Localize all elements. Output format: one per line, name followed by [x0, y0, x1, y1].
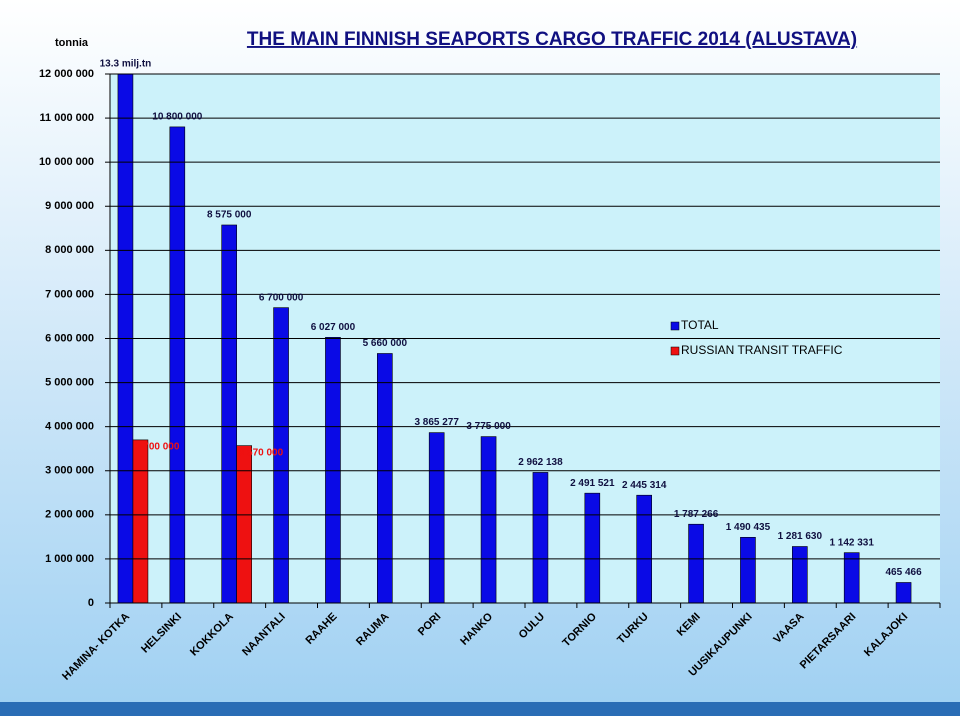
bar [740, 536, 756, 603]
legend-label: RUSSIAN TRANSIT TRAFFIC [681, 343, 843, 357]
y-tick-label: 1 000 000 [45, 553, 94, 565]
bar [792, 546, 808, 603]
data-label: 3 700 000 [135, 442, 180, 453]
y-tick-label: 0 [88, 597, 94, 609]
data-label: 6 027 000 [311, 322, 356, 333]
bar [132, 439, 149, 603]
y-tick-label: 3 000 000 [45, 465, 94, 477]
bar [532, 472, 549, 603]
data-label: 8 575 000 [207, 210, 252, 221]
legend-swatch [670, 321, 680, 331]
data-label: 3 865 277 [414, 417, 459, 428]
bar [843, 552, 860, 603]
bar [377, 353, 393, 603]
chart-title: THE MAIN FINNISH SEAPORTS CARGO TRAFFIC … [247, 29, 857, 50]
y-tick-label: 10 000 000 [39, 156, 94, 168]
legend-label: TOTAL [681, 318, 719, 332]
y-tick-label: 11 000 000 [40, 112, 94, 124]
data-label: 1 281 630 [778, 531, 823, 542]
bar [169, 126, 186, 603]
y-tick-label: 2 000 000 [45, 509, 94, 521]
bar [428, 432, 445, 603]
data-label: 3 570 000 [239, 447, 284, 458]
y-tick-label: 6 000 000 [45, 332, 94, 344]
data-label: 1 142 331 [829, 537, 874, 548]
data-label: 6 700 000 [259, 292, 304, 303]
bar [236, 445, 252, 603]
data-label: 5 660 000 [363, 338, 408, 349]
data-label: 2 445 314 [622, 480, 667, 491]
legend-swatch [670, 346, 680, 356]
y-tick-label: 4 000 000 [45, 421, 94, 433]
data-label: 10 800 000 [152, 112, 202, 123]
y-tick-label: 5 000 000 [45, 376, 94, 388]
y-axis-label: tonnia [55, 37, 89, 49]
y-tick-label: 9 000 000 [45, 200, 94, 212]
bar [325, 337, 341, 603]
data-label: 13.3 milj.tn [100, 59, 152, 70]
bars [117, 74, 912, 603]
data-label: 2 962 138 [518, 457, 563, 468]
footer-strip [0, 702, 960, 716]
bar [221, 224, 237, 603]
data-label: 2 491 521 [570, 478, 615, 489]
bar [273, 307, 289, 603]
data-label: 1 787 266 [674, 509, 719, 520]
bar [636, 494, 652, 603]
bar [895, 582, 912, 603]
bar [584, 492, 601, 603]
data-label: 1 490 435 [726, 522, 771, 533]
y-tick-label: 7 000 000 [45, 288, 94, 300]
y-tick-label: 8 000 000 [45, 244, 94, 256]
data-label: 465 466 [885, 567, 922, 578]
bar [688, 523, 704, 603]
data-label: 3 775 000 [466, 421, 511, 432]
y-tick-label: 12 000 000 [39, 68, 94, 80]
bar [480, 436, 497, 603]
